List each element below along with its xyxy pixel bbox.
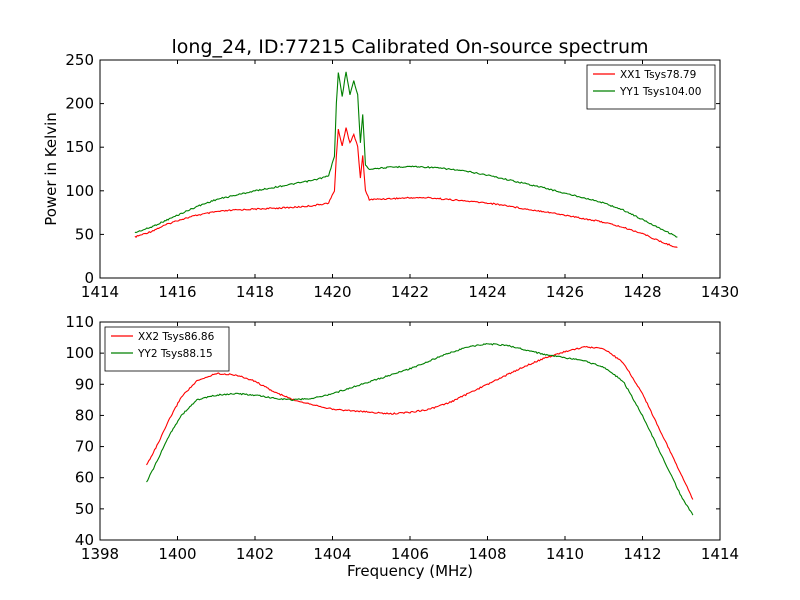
x-tick-label: 1426 xyxy=(546,283,584,301)
series-line xyxy=(146,345,694,500)
x-tick-label: 1402 xyxy=(236,545,274,563)
y-tick-label: 110 xyxy=(65,313,94,331)
y-tick-label: 80 xyxy=(75,406,94,424)
y-tick-label: 100 xyxy=(65,344,94,362)
x-tick-label: 1428 xyxy=(623,283,661,301)
x-tick-label: 1414 xyxy=(701,545,739,563)
x-tick-label: 1430 xyxy=(701,283,739,301)
legend-label: XX1 Tsys78.79 xyxy=(620,69,696,81)
top-plot: 1414 1416 1418 1420 1422 1424 1426 1428 1430 0 50 1… xyxy=(42,51,739,301)
y-tick-label: 250 xyxy=(65,51,94,69)
series-line xyxy=(134,71,678,238)
x-tick-label: 1414 xyxy=(81,283,119,301)
x-axis-label: Frequency (MHz) xyxy=(347,562,473,580)
y-tick-label: 90 xyxy=(75,375,94,393)
legend-box xyxy=(586,64,716,110)
x-tick-label: 1408 xyxy=(468,545,506,563)
y-axis-label: Power in Kelvin xyxy=(42,112,60,226)
x-tick-label: 1404 xyxy=(313,545,351,563)
y-tick-label: 0 xyxy=(84,269,94,287)
y-tick-label: 200 xyxy=(65,95,94,113)
legend-box xyxy=(104,326,230,372)
legend: XX1 Tsys78.79 YY1 Tsys104.00 xyxy=(586,64,716,110)
series-line xyxy=(134,127,678,248)
x-tick-label: 1398 xyxy=(81,545,119,563)
legend-label: YY2 Tsys88.15 xyxy=(137,348,213,360)
legend: XX2 Tsys86.86 YY2 Tsys88.15 xyxy=(104,326,230,372)
y-tick-label: 150 xyxy=(65,138,94,156)
x-tick-label: 1410 xyxy=(546,545,584,563)
y-tick-label: 70 xyxy=(75,438,94,456)
y-tick-label: 40 xyxy=(75,531,94,549)
x-tick-label: 1420 xyxy=(313,283,351,301)
y-tick-label: 50 xyxy=(75,225,94,243)
bottom-plot: 1398 1400 1402 1404 1406 1408 1410 1412 1414 40 50… xyxy=(65,313,739,580)
figure-title: long_24, ID:77215 Calibrated On-source s… xyxy=(172,36,649,58)
y-tick-label: 100 xyxy=(65,182,94,200)
x-tick-label: 1418 xyxy=(236,283,274,301)
legend-label: YY1 Tsys104.00 xyxy=(619,86,701,98)
x-tick-label: 1416 xyxy=(158,283,196,301)
legend-label: XX2 Tsys86.86 xyxy=(138,331,215,343)
x-tick-label: 1406 xyxy=(391,545,429,563)
x-tick-label: 1412 xyxy=(623,545,661,563)
y-tick-label: 50 xyxy=(75,500,94,518)
x-tick-label: 1424 xyxy=(468,283,506,301)
y-tick-label: 60 xyxy=(75,469,94,487)
x-tick-label: 1400 xyxy=(158,545,196,563)
x-tick-label: 1422 xyxy=(391,283,429,301)
series-line xyxy=(146,343,694,516)
